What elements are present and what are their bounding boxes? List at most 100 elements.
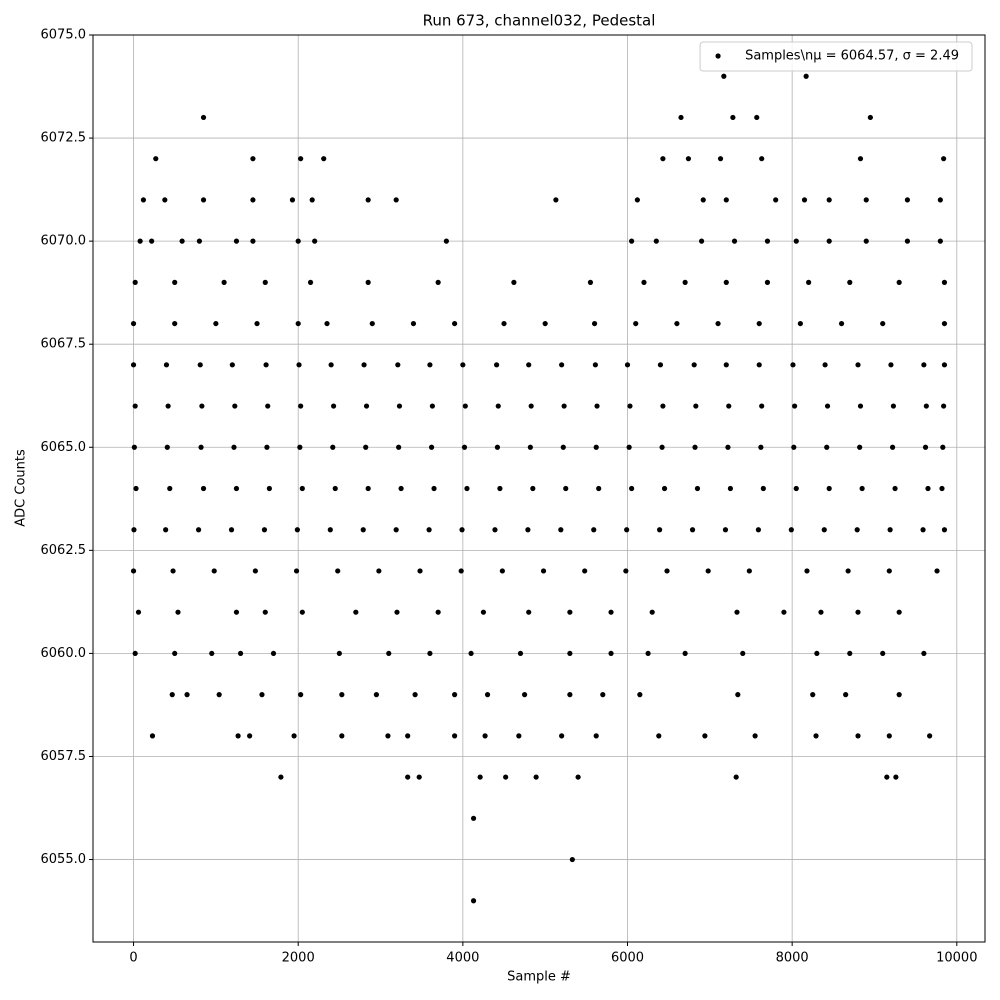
point [237,650,244,657]
point [295,238,301,244]
point [213,320,219,327]
point [533,774,539,780]
point [393,197,399,203]
point [705,568,711,574]
point [735,692,741,698]
point [458,568,464,574]
y-tick-label: 6057.5 [41,749,87,764]
point [813,733,819,739]
point [904,197,911,203]
point [937,238,943,244]
point [656,733,662,739]
point [797,320,803,327]
point [330,403,337,409]
point [164,444,170,450]
point [365,197,371,203]
point [838,320,845,327]
point [717,156,724,162]
point [339,692,345,698]
point [525,527,531,533]
point [567,609,573,615]
point [482,733,488,739]
point [321,156,327,162]
point [645,650,651,657]
point [339,733,345,739]
point [726,403,732,409]
point [845,568,851,574]
point [734,609,740,615]
point [131,527,137,533]
point [791,444,797,450]
point [553,197,559,203]
point [526,362,532,368]
legend-marker [715,53,721,59]
point [600,692,606,698]
point [592,362,598,368]
point [591,527,597,533]
point [793,238,799,244]
point [888,362,894,368]
point [855,609,861,615]
point [756,362,762,368]
point [859,485,865,492]
point [427,362,433,368]
point [232,403,238,409]
point [896,279,902,285]
y-tick-label: 6067.5 [41,337,87,352]
point [332,485,338,492]
point [172,279,178,285]
point [335,568,341,574]
point [792,403,798,409]
point [759,156,765,162]
point [653,238,659,244]
point [235,733,241,739]
point [880,320,886,327]
point [863,197,869,203]
point [755,527,761,533]
point [801,197,808,203]
point [130,568,137,574]
point [530,485,536,492]
point [312,238,318,244]
point [262,609,268,615]
point [428,444,435,450]
point [435,609,441,615]
point [593,444,599,450]
point [495,403,501,409]
point [254,320,260,327]
point [893,774,899,780]
point [542,320,548,327]
point [867,114,873,121]
x-tick-label: 4000 [446,951,479,966]
y-tick-label: 6075.0 [41,28,87,43]
point [925,485,931,492]
point [299,485,305,492]
point [773,197,779,203]
point [781,609,787,615]
point [526,609,532,615]
point [405,733,411,739]
point [857,444,863,450]
point [477,774,483,780]
y-tick-label: 6055.0 [41,852,87,867]
point [682,650,688,657]
legend-box [699,41,973,72]
point [691,362,697,368]
point [886,733,892,739]
point [461,444,468,450]
point [328,362,334,368]
point [727,485,734,492]
point [627,403,633,409]
point [896,692,902,698]
point [492,527,498,533]
point [167,485,173,492]
point [229,362,235,368]
point [336,650,342,657]
point [587,279,594,285]
point [365,279,371,285]
point [563,485,569,492]
point [133,485,139,492]
point [824,444,830,450]
point [452,692,458,698]
